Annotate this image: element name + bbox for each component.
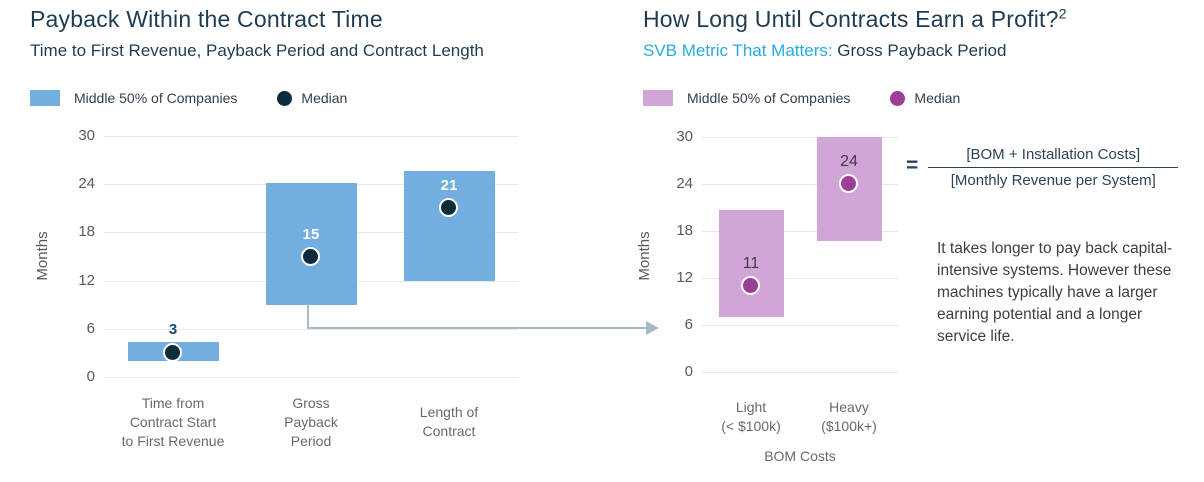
formula-fraction: [BOM + Installation Costs] [Monthly Reve… [928,146,1179,189]
right-legend: Middle 50% of Companies Median [643,90,960,106]
median-value-label: 3 [168,321,178,339]
gridline [104,136,518,137]
y-axis-tick-label: 0 [684,363,693,380]
range-swatch [643,90,673,106]
y-axis-tick-label: 30 [676,128,693,145]
y-axis-tick-label: 18 [676,222,693,239]
left-chart-subtitle: Time to First Revenue, Payback Period an… [30,41,484,60]
y-axis-tick-label: 30 [78,127,95,144]
gross-payback-formula: = [BOM + Installation Costs] [Monthly Re… [906,146,1179,189]
subtitle-accent: SVB Metric That Matters: [643,41,833,60]
median-swatch [277,90,293,106]
legend-median-group: Median [890,90,960,106]
median-value-label: 15 [302,225,320,243]
y-axis-tick-label: 18 [78,223,95,241]
right-chart-title-text: How Long Until Contracts Earn a Profit? [643,6,1059,32]
legend-range-label: Middle 50% of Companies [74,90,238,106]
formula-numerator: [BOM + Installation Costs] [928,146,1179,168]
gridline [702,372,898,373]
y-axis-tick-label: 6 [86,319,95,337]
y-axis-tick-label: 24 [676,175,693,192]
gridline [702,231,898,232]
connector-arrow-horizontal [307,327,646,329]
legend-range-label: Middle 50% of Companies [687,90,851,106]
median-dot [439,198,458,218]
left-legend: Middle 50% of Companies Median [30,90,347,106]
median-value-label: 21 [440,177,458,195]
range-bar [718,209,784,318]
range-bar [403,170,495,281]
median-swatch [890,90,906,106]
subtitle-rest: Gross Payback Period [832,41,1007,60]
formula-denominator: [Monthly Revenue per System] [950,172,1156,189]
median-value-label: 11 [742,254,760,272]
equals-sign: = [906,154,919,177]
median-dot [839,174,858,193]
y-axis-tick-label: 0 [86,368,95,385]
right-plot-area: 0 6 12 18 24 30 11 Light (< $100k) 24 Heavy ($100k+… [676,128,898,464]
x-category-label: Light (< $100k) [721,399,781,434]
footnote-marker: 2 [1058,6,1067,23]
legend-median-group: Median [277,90,347,106]
y-axis-tick-label: 24 [78,175,95,193]
median-dot [301,246,320,266]
right-chart-title: How Long Until Contracts Earn a Profit?2 [643,6,1067,33]
connector-arrow-vertical [307,304,309,328]
gridline [702,137,898,138]
gridline [702,184,898,185]
connector-arrowhead-icon [646,321,659,335]
median-dot [163,342,182,362]
x-axis-title: BOM Costs [764,448,836,464]
explanatory-note: It takes longer to pay back capital-inte… [937,240,1173,345]
gridline [702,325,898,326]
x-category-label: Gross Payback Period [284,394,338,449]
right-chart-subtitle: SVB Metric That Matters: Gross Payback P… [643,41,1006,61]
gridline [104,328,518,330]
gridline [702,278,898,279]
range-bar [265,182,357,305]
y-axis-tick-label: 12 [78,271,95,289]
left-y-axis-title: Months [34,231,51,281]
x-category-label: Length of Contract [419,404,479,439]
x-category-label: Time from Contract Start to First Revenue [121,394,225,449]
gridline [104,377,518,378]
y-axis-tick-label: 12 [676,269,693,286]
left-chart-title: Payback Within the Contract Time [30,6,383,32]
x-category-label: Heavy ($100k+) [821,399,877,434]
range-swatch [30,90,60,106]
legend-median-label: Median [301,90,348,106]
median-dot [741,275,760,295]
y-axis-tick-label: 6 [684,316,693,333]
legend-median-label: Median [914,90,961,106]
left-plot-area: 0 6 12 18 24 30 3 Time from Contract Start to Fir… [78,127,518,449]
median-value-label: 24 [840,153,858,170]
